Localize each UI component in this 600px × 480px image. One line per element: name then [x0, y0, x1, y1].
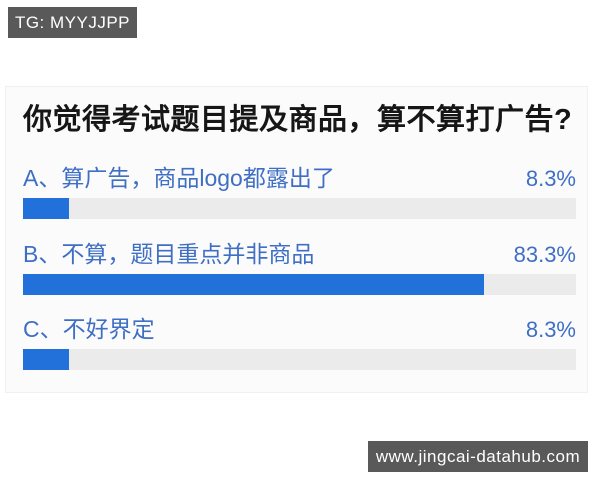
website-watermark-badge: www.jingcai-datahub.com: [368, 441, 588, 472]
poll-option-a-bar-track: [23, 198, 576, 219]
poll-option-a-line: A、算广告，商品logo都露出了 8.3%: [23, 165, 576, 192]
poll-option-b-line: B、不算，题目重点并非商品 83.3%: [23, 241, 576, 268]
poll-option-c-bar-track: [23, 349, 576, 370]
poll-option-a-label: A、算广告，商品logo都露出了: [23, 165, 335, 191]
poll-option-b-bar-fill: [23, 274, 484, 295]
poll-option-c-bar-fill: [23, 349, 69, 370]
poll-option-a[interactable]: A、算广告，商品logo都露出了 8.3%: [23, 165, 576, 219]
poll-option-c-label: C、不好界定: [23, 316, 155, 342]
poll-option-c-line: C、不好界定 8.3%: [23, 316, 576, 343]
poll-option-b-bar-track: [23, 274, 576, 295]
poll-option-b[interactable]: B、不算，题目重点并非商品 83.3%: [23, 241, 576, 295]
poll-option-b-label: B、不算，题目重点并非商品: [23, 241, 315, 267]
poll-option-a-percent: 8.3%: [525, 166, 576, 191]
poll-option-c[interactable]: C、不好界定 8.3%: [23, 316, 576, 370]
telegram-watermark-badge: TG: MYYJJPP: [8, 7, 137, 38]
poll-panel: 你觉得考试题目提及商品，算不算打广告? A、算广告，商品logo都露出了 8.3…: [5, 86, 588, 393]
poll-option-c-percent: 8.3%: [525, 317, 576, 342]
poll-question-title: 你觉得考试题目提及商品，算不算打广告?: [23, 104, 573, 136]
poll-option-a-bar-fill: [23, 198, 69, 219]
poll-option-b-percent: 83.3%: [513, 242, 576, 267]
